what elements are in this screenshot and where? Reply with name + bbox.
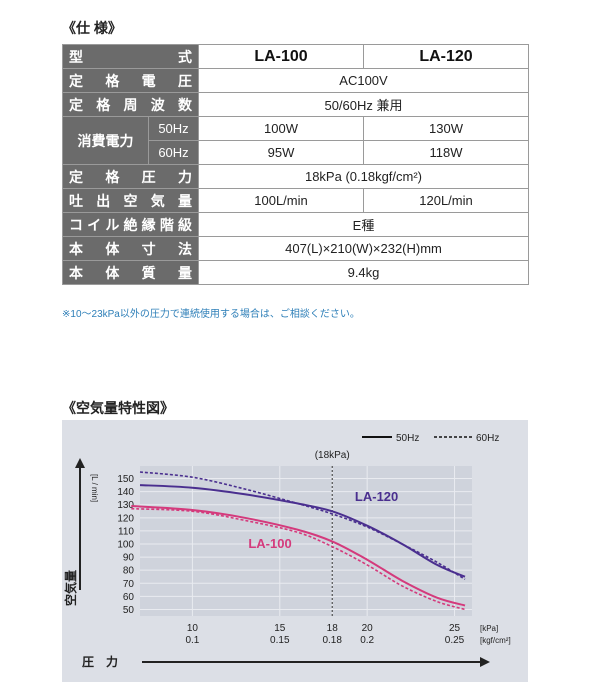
series-line-la-100-50hz [131, 505, 466, 607]
value-pressure: 18kPa (0.18kgf/cm²) [198, 164, 529, 189]
series-label-la100: LA-100 [248, 536, 291, 551]
row-label-power: 消費電力 [62, 116, 149, 165]
airflow-chart: 50 60 70 80 90 100 110 120 130 140 150 10 0.1 15 0.15 1… [62, 420, 528, 682]
power-50hz-la120: 130W [363, 116, 529, 141]
value-mass: 9.4kg [198, 260, 529, 285]
freq-60hz: 60Hz [148, 140, 199, 165]
x-axis-label: 圧 力 [82, 654, 118, 669]
y-tick-label: 110 [118, 526, 134, 537]
series-label-la120: LA-120 [355, 489, 398, 504]
table-row: 吐出空気量 100L/min 120L/min [62, 188, 529, 213]
y-tick-label: 50 [123, 605, 135, 616]
x-tick-label: 15 [274, 623, 286, 634]
table-row: 本 体 質 量 9.4kg [62, 260, 529, 285]
x-tick-label-kgf: 0.18 [322, 635, 342, 646]
airflow-la120: 120L/min [363, 188, 529, 213]
row-label-insulation: コイル絶縁階級 [62, 212, 199, 237]
table-row: コイル絶縁階級 E種 [62, 212, 529, 237]
table-row: 定 格 圧 力 18kPa (0.18kgf/cm²) [62, 164, 529, 189]
y-tick-label: 120 [117, 513, 134, 524]
chart-svg: 50 60 70 80 90 100 110 120 130 140 150 100.1 150.15 1… [62, 420, 528, 682]
table-row: 定 格 電 圧 AC100V [62, 68, 529, 93]
usage-note: ※10～23kPa以外の圧力で連続使用する場合は、ご相談ください。 [62, 309, 360, 320]
series-line-la-100-60hz [131, 507, 466, 611]
x-axis-arrowhead [480, 657, 490, 667]
row-label-airflow: 吐出空気量 [62, 188, 199, 213]
legend-label-60hz: 60Hz [476, 433, 499, 444]
power-60hz-la120: 118W [363, 140, 529, 165]
table-row: 60Hz 95W 118W [63, 140, 529, 165]
model-la120: LA-120 [363, 44, 529, 69]
freq-50hz: 50Hz [148, 116, 199, 141]
airflow-la100: 100L/min [198, 188, 364, 213]
series-line-la-120-50hz [139, 484, 466, 578]
x-tick-label: 20 [362, 623, 374, 634]
x-unit-top: [kPa] [480, 624, 498, 633]
table-row: 消費電力 50Hz 100W 130W [62, 116, 529, 165]
value-voltage: AC100V [198, 68, 529, 93]
x-tick-label: 18 [327, 623, 339, 634]
x-tick-label: 25 [449, 623, 461, 634]
row-label-frequency: 定格周波数 [62, 92, 199, 117]
value-insulation: E種 [198, 212, 529, 237]
y-axis-label: 空気量 [63, 570, 78, 606]
y-unit: [L / min] [90, 474, 99, 502]
y-tick-label: 100 [117, 540, 134, 551]
spec-title: 《仕 様》 [62, 20, 122, 36]
y-tick-label: 80 [123, 566, 135, 577]
x-unit-bottom: [kgf/cm²] [480, 636, 511, 645]
table-row: 本 体 寸 法 407(L)×210(W)×232(H)mm [62, 236, 529, 261]
power-50hz-la100: 100W [198, 116, 364, 141]
value-dimensions: 407(L)×210(W)×232(H)mm [198, 236, 529, 261]
legend-label-50hz: 50Hz [396, 433, 419, 444]
x-tick-label-kgf: 0.25 [445, 635, 465, 646]
y-axis-arrowhead [75, 458, 85, 468]
row-label-dimensions: 本 体 寸 法 [62, 236, 199, 261]
table-row: 型 式 LA-100 LA-120 [62, 44, 529, 69]
series-line-la-120-60hz [139, 471, 466, 580]
y-tick-label: 140 [117, 487, 134, 498]
x-tick-label-kgf: 0.2 [360, 635, 374, 646]
row-label-pressure: 定 格 圧 力 [62, 164, 199, 189]
chart-title: 《空気量特性図》 [62, 400, 174, 416]
y-tick-label: 90 [123, 553, 135, 564]
row-label-voltage: 定 格 電 圧 [62, 68, 199, 93]
marker-label: (18kPa) [315, 450, 350, 461]
x-tick-label: 10 [187, 623, 199, 634]
spec-table: 型 式 LA-100 LA-120 定 格 電 圧 AC100V 定格周波数 5… [62, 44, 529, 285]
table-row: 定格周波数 50/60Hz 兼用 [62, 92, 529, 117]
model-la100: LA-100 [198, 44, 364, 69]
row-label-model: 型 式 [62, 44, 199, 69]
y-tick-label: 150 [117, 474, 134, 485]
value-frequency: 50/60Hz 兼用 [198, 92, 529, 117]
plot-area [140, 466, 472, 616]
x-tick-label-kgf: 0.1 [185, 635, 199, 646]
power-60hz-la100: 95W [198, 140, 364, 165]
y-tick-label: 60 [123, 592, 135, 603]
y-tick-label: 130 [117, 500, 134, 511]
x-tick-label-kgf: 0.15 [270, 635, 290, 646]
y-tick-label: 70 [123, 579, 135, 590]
row-label-mass: 本 体 質 量 [62, 260, 199, 285]
